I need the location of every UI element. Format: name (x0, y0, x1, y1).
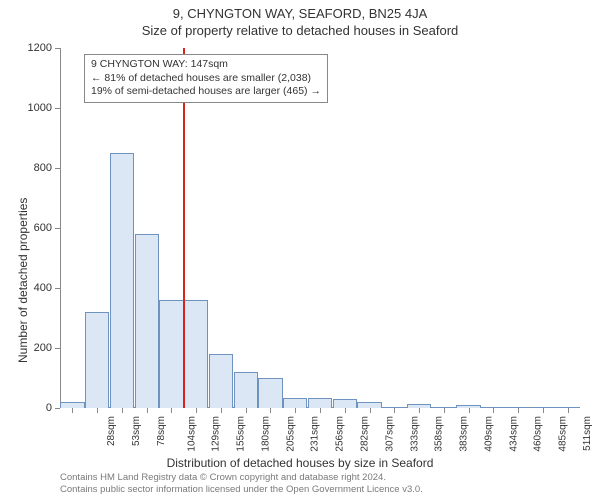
histogram-bar (60, 402, 84, 408)
annotation-line-1: 9 CHYNGTON WAY: 147sqm (91, 58, 321, 72)
x-tick-mark (518, 408, 519, 413)
y-tick-label: 1200 (12, 42, 52, 54)
x-tick-mark (394, 408, 395, 413)
histogram-bar (283, 398, 307, 409)
y-tick-label: 0 (12, 402, 52, 414)
histogram-bar (555, 407, 579, 408)
x-tick-label: 155sqm (236, 416, 247, 452)
chart-container: 9, CHYNGTON WAY, SEAFORD, BN25 4JA Size … (0, 0, 600, 500)
title-subtitle: Size of property relative to detached ho… (0, 23, 600, 40)
x-axis-title: Distribution of detached houses by size … (0, 456, 600, 470)
y-tick-mark (55, 408, 60, 409)
x-tick-label: 358sqm (434, 416, 445, 452)
footer-line-1: Contains HM Land Registry data © Crown c… (60, 472, 423, 484)
footer-line-2: Contains public sector information licen… (60, 484, 423, 496)
y-tick-label: 600 (12, 222, 52, 234)
x-tick-mark (444, 408, 445, 413)
histogram-bar (159, 300, 183, 408)
histogram-bar (481, 407, 505, 408)
annotation-line-2: ← 81% of detached houses are smaller (2,… (91, 72, 321, 86)
histogram-bar (432, 407, 456, 408)
x-tick-label: 434sqm (508, 416, 519, 452)
y-tick-label: 1000 (12, 102, 52, 114)
x-tick-mark (122, 408, 123, 413)
x-tick-label: 383sqm (459, 416, 470, 452)
x-tick-label: 78sqm (156, 416, 167, 446)
x-tick-mark (543, 408, 544, 413)
histogram-bar (506, 407, 530, 408)
histogram-bar (184, 300, 208, 408)
x-tick-mark (419, 408, 420, 413)
x-tick-label: 282sqm (360, 416, 371, 452)
histogram-bar (308, 398, 332, 409)
x-tick-mark (270, 408, 271, 413)
x-tick-mark (196, 408, 197, 413)
x-tick-mark (97, 408, 98, 413)
x-tick-label: 205sqm (285, 416, 296, 452)
x-tick-mark (295, 408, 296, 413)
histogram-bar (110, 153, 134, 408)
x-tick-mark (568, 408, 569, 413)
x-tick-mark (246, 408, 247, 413)
x-tick-label: 485sqm (558, 416, 569, 452)
y-tick-label: 200 (12, 342, 52, 354)
x-tick-label: 307sqm (384, 416, 395, 452)
x-tick-mark (72, 408, 73, 413)
x-tick-mark (147, 408, 148, 413)
x-tick-mark (221, 408, 222, 413)
x-tick-label: 460sqm (533, 416, 544, 452)
title-address: 9, CHYNGTON WAY, SEAFORD, BN25 4JA (0, 6, 600, 23)
x-tick-mark (370, 408, 371, 413)
histogram-bar (85, 312, 109, 408)
x-tick-mark (320, 408, 321, 413)
x-tick-label: 53sqm (131, 416, 142, 446)
title-block: 9, CHYNGTON WAY, SEAFORD, BN25 4JA Size … (0, 0, 600, 40)
x-tick-label: 104sqm (186, 416, 197, 452)
annotation-line-3: 19% of semi-detached houses are larger (… (91, 85, 321, 99)
x-tick-label: 129sqm (211, 416, 222, 452)
chart-plot-area: 020040060080010001200 28sqm53sqm78sqm104… (60, 48, 580, 408)
x-tick-mark (469, 408, 470, 413)
x-tick-mark (493, 408, 494, 413)
histogram-bar (407, 404, 431, 408)
histogram-bar (135, 234, 159, 408)
histogram-bar (234, 372, 258, 408)
x-tick-label: 231sqm (310, 416, 321, 452)
x-tick-label: 28sqm (106, 416, 117, 446)
y-tick-label: 400 (12, 282, 52, 294)
histogram-bar (531, 407, 555, 408)
histogram-bar (209, 354, 233, 408)
x-tick-label: 256sqm (335, 416, 346, 452)
annotation-box: 9 CHYNGTON WAY: 147sqm ← 81% of detached… (84, 54, 328, 103)
histogram-bar (456, 405, 480, 408)
histogram-bar (357, 402, 381, 408)
x-tick-mark (345, 408, 346, 413)
histogram-bar (333, 399, 357, 408)
histogram-bar (382, 407, 406, 408)
x-tick-label: 511sqm (582, 416, 593, 451)
histogram-bar (258, 378, 282, 408)
x-tick-label: 180sqm (261, 416, 272, 452)
x-tick-label: 409sqm (483, 416, 494, 452)
y-tick-label: 800 (12, 162, 52, 174)
x-tick-mark (171, 408, 172, 413)
footer-attribution: Contains HM Land Registry data © Crown c… (60, 472, 423, 496)
x-tick-label: 333sqm (409, 416, 420, 452)
